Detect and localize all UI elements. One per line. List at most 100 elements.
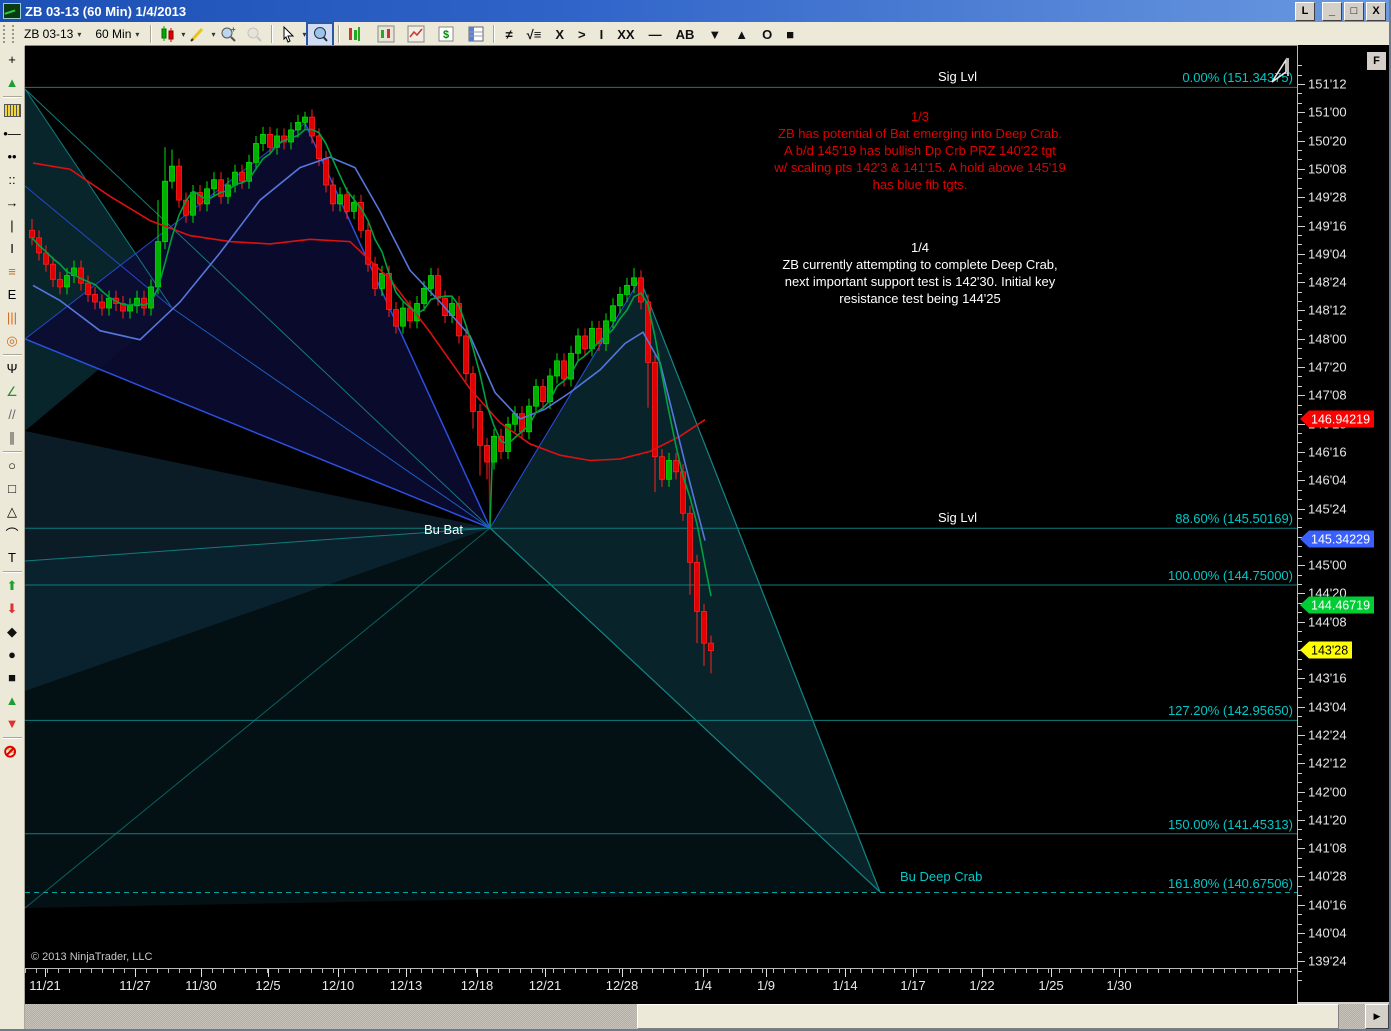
- arrow-line-icon[interactable]: →: [5, 195, 19, 210]
- circles-target-icon[interactable]: ◎: [6, 333, 18, 348]
- pattern-tool-10[interactable]: O: [762, 26, 773, 42]
- maximize-button[interactable]: □: [1344, 2, 1364, 21]
- pattern-tool-0[interactable]: ≠: [505, 26, 513, 42]
- pattern-tool-9[interactable]: ▲: [735, 26, 749, 42]
- candle-body: [596, 327, 602, 344]
- crosshair-magnifier-button[interactable]: [306, 21, 335, 47]
- chevron-down-icon[interactable]: ▾: [181, 29, 186, 39]
- triangle-up-icon[interactable]: ▲: [5, 693, 19, 708]
- text-tool-icon[interactable]: T: [8, 550, 16, 565]
- zoom-out-button[interactable]: [241, 23, 267, 46]
- two-dots-icon[interactable]: ••: [7, 149, 17, 164]
- collapse-icon[interactable]: ▲: [5, 75, 19, 90]
- price-tick: [1298, 509, 1305, 510]
- vertical-line2-icon[interactable]: I: [10, 241, 14, 256]
- pattern-tool-4[interactable]: I: [599, 26, 604, 42]
- zoom-in-button[interactable]: +: [215, 23, 241, 46]
- pattern-tool-5[interactable]: XX: [617, 26, 635, 42]
- scroll-right-button[interactable]: ▶: [1365, 1004, 1389, 1029]
- cursor-pointer-button[interactable]: [276, 23, 302, 46]
- triangle-down-icon[interactable]: ▼: [5, 716, 19, 731]
- square-icon[interactable]: ■: [8, 670, 16, 685]
- price-label: 148'12: [1308, 302, 1347, 318]
- instrument-dropdown[interactable]: ZB 03-13 ▾: [24, 27, 82, 41]
- drawing-pencil-button[interactable]: [185, 23, 211, 46]
- chevron-down-icon[interactable]: ▾: [302, 29, 307, 39]
- fan-lines-icon[interactable]: ∠: [6, 384, 18, 399]
- scrollbar-thumb[interactable]: [637, 1004, 1339, 1029]
- bar-marker-button[interactable]: [343, 23, 369, 46]
- horizontal-levels-icon[interactable]: ≡: [8, 264, 16, 279]
- dot-icon[interactable]: ●: [8, 647, 16, 662]
- time-tick: [135, 969, 136, 977]
- line-chart-button[interactable]: [403, 23, 429, 46]
- pattern-fill-2: [25, 431, 490, 691]
- pattern-tool-6[interactable]: —: [648, 26, 662, 42]
- time-axis[interactable]: 11/21 11/27 11/30 12/5 12/10 12/13 12/18 12/21 1…: [25, 968, 1297, 1004]
- price-tick: [1298, 339, 1305, 340]
- candle-body: [582, 335, 588, 350]
- tool-separator: [2, 737, 22, 738]
- price-tick: [1298, 876, 1305, 877]
- fixed-scale-button[interactable]: F: [1367, 52, 1386, 70]
- candle-body: [260, 134, 266, 144]
- data-grid-button[interactable]: [463, 23, 489, 46]
- pattern-tool-7[interactable]: AB: [675, 26, 695, 42]
- diamond-icon[interactable]: ◆: [7, 624, 17, 639]
- triangle-icon[interactable]: △: [7, 504, 17, 519]
- close-button[interactable]: X: [1366, 2, 1386, 21]
- parallel-lines-icon[interactable]: ∥: [8, 430, 16, 445]
- price-tick: [1298, 112, 1305, 113]
- pitchfork-icon[interactable]: Ψ: [6, 361, 18, 376]
- pattern-tool-3[interactable]: >: [578, 26, 586, 42]
- candle-marker-button[interactable]: [373, 23, 399, 46]
- ma-fast-tag: 144.46719: [1300, 596, 1375, 614]
- pattern-tool-8[interactable]: ▼: [708, 26, 722, 42]
- candle-body: [505, 423, 511, 452]
- vertical-bars-icon[interactable]: |||: [6, 310, 18, 325]
- candle-body: [239, 171, 245, 182]
- candle-body: [533, 386, 539, 407]
- four-dots-icon[interactable]: ::: [8, 172, 16, 187]
- pattern-tool-11[interactable]: ■: [786, 26, 795, 42]
- price-tick: [1298, 405, 1302, 406]
- candle-body: [169, 165, 175, 182]
- remove-drawing-icon[interactable]: ✎ ⊘: [3, 741, 18, 761]
- ellipse-icon[interactable]: ○: [8, 458, 16, 473]
- toolbar-grip[interactable]: [3, 25, 14, 43]
- price-axis[interactable]: F 151'12 151'00 150'20 150'08 149'28 149'16 14…: [1297, 45, 1389, 1002]
- svg-text:$: $: [443, 29, 449, 41]
- candle-body: [92, 294, 98, 303]
- arc-icon[interactable]: ⌒: [5, 527, 19, 542]
- candle-body: [120, 303, 126, 312]
- price-label: 145'24: [1308, 501, 1347, 517]
- interval-dropdown[interactable]: 60 Min ▾: [95, 27, 140, 41]
- minimize-button[interactable]: _: [1322, 2, 1342, 21]
- chevron-down-icon[interactable]: ▾: [211, 29, 216, 39]
- hatch-lines-icon[interactable]: //: [8, 407, 16, 422]
- time-tick: [622, 969, 623, 977]
- vertical-line-icon[interactable]: |: [10, 218, 14, 233]
- rectangle-icon[interactable]: □: [8, 481, 16, 496]
- sig-lvl-label: Sig Lvl: [938, 69, 978, 85]
- horizontal-scrollbar[interactable]: ▶: [25, 1004, 1389, 1029]
- measure-segment-icon[interactable]: •—: [3, 126, 21, 141]
- pan-tool-icon[interactable]: +: [8, 52, 16, 67]
- arrow-up-icon[interactable]: ⬆: [6, 578, 18, 593]
- pattern-tool-1[interactable]: √≡: [526, 26, 542, 42]
- price-tick: [1298, 848, 1305, 849]
- price-tick: [1298, 433, 1302, 434]
- elliott-icon[interactable]: E: [7, 287, 17, 302]
- pattern-tool-2[interactable]: X: [555, 26, 565, 42]
- chart-area[interactable]: 0.00% (151.34375) Sig Lvl 88.60% (145.5016…: [25, 45, 1297, 969]
- dollar-button[interactable]: $: [433, 23, 459, 46]
- chart-style-candles-button[interactable]: [155, 23, 181, 46]
- price-tick: [1298, 726, 1302, 727]
- title-bar[interactable]: ZB 03-13 (60 Min) 1/4/2013 L _ □ X: [0, 0, 1389, 22]
- link-button[interactable]: L: [1295, 2, 1315, 21]
- fib-level-label-3: 127.20% (142.95650): [1167, 703, 1293, 719]
- arrow-down-icon[interactable]: ⬇: [6, 601, 18, 616]
- price-label: 147'08: [1308, 387, 1347, 403]
- ruler-icon[interactable]: [2, 100, 23, 121]
- fib-level-label-5: 161.80% (140.67506): [1167, 875, 1293, 891]
